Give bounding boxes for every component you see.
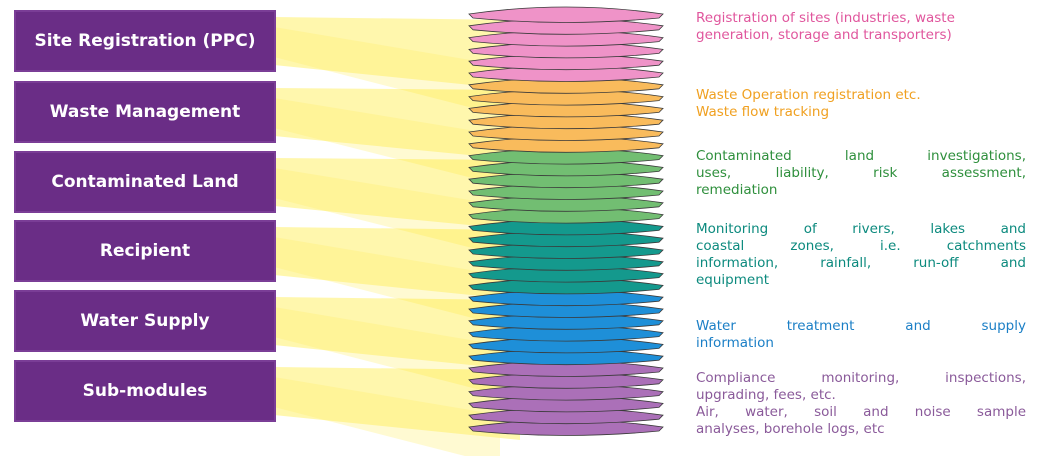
description-line: analyses, borehole logs, etc	[696, 421, 1026, 438]
module-box: Contaminated Land	[16, 153, 274, 211]
description-line: Registration of sites (industries, waste	[696, 10, 1026, 27]
description-line: Air, water, soil and noise sample	[696, 404, 1026, 421]
module-box: Water Supply	[16, 292, 274, 350]
description-line: Contaminated land investigations,	[696, 148, 1026, 165]
module-box: Site Registration (PPC)	[16, 12, 274, 70]
description: Contaminated land investigations,uses, l…	[696, 148, 1026, 199]
description: Registration of sites (industries, waste…	[696, 10, 1026, 44]
description-line: equipment	[696, 272, 1026, 289]
description-line: Waste Operation registration etc.	[696, 87, 1026, 104]
description-line: information	[696, 335, 1026, 352]
description: Waste Operation registration etc.Waste f…	[696, 87, 1026, 121]
description-line: Compliance monitoring, inspections,	[696, 370, 1026, 387]
description-line: Monitoring of rivers, lakes and	[696, 221, 1026, 238]
module-box: Waste Management	[16, 83, 274, 141]
description-line: generation, storage and transporters)	[696, 27, 1026, 44]
description-line: coastal zones, i.e. catchments	[696, 238, 1026, 255]
diagram: Site Registration (PPC) Waste Management C…	[0, 0, 1041, 456]
description-line: remediation	[696, 182, 1026, 199]
module-box: Sub-modules	[16, 362, 274, 420]
description-line: Waste flow tracking	[696, 104, 1026, 121]
description-line: information, rainfall, run-off and	[696, 255, 1026, 272]
description-line: Water treatment and supply	[696, 318, 1026, 335]
module-box: Recipient	[16, 222, 274, 280]
description: Compliance monitoring, inspections,upgra…	[696, 370, 1026, 438]
disc	[469, 7, 663, 23]
description-line: uses, liability, risk assessment,	[696, 165, 1026, 182]
description-line: upgrading, fees, etc.	[696, 387, 1026, 404]
